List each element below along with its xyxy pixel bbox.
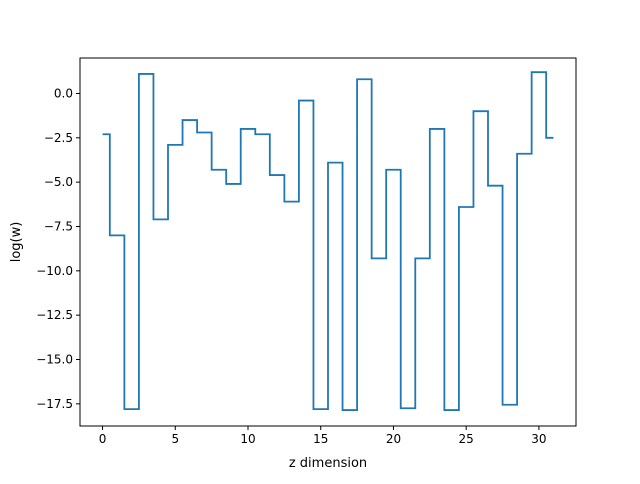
y-tick-label: −12.5 xyxy=(36,308,73,322)
y-tick-label: −17.5 xyxy=(36,397,73,411)
x-axis-label: z dimension xyxy=(289,456,367,471)
series-line-0 xyxy=(102,71,554,411)
x-tick-label: 30 xyxy=(531,432,546,446)
axes-frame xyxy=(79,57,577,427)
x-tick-label: 0 xyxy=(99,432,107,446)
y-tick-label: −7.5 xyxy=(44,219,73,233)
y-tick-label: 0.0 xyxy=(54,86,73,100)
y-axis-label: log(w) xyxy=(9,222,24,263)
x-tick-label: 25 xyxy=(459,432,474,446)
x-tick-label: 5 xyxy=(171,432,179,446)
y-tick-label: −15.0 xyxy=(36,352,73,366)
y-tick-label: −10.0 xyxy=(36,264,73,278)
x-tick-label: 15 xyxy=(313,432,328,446)
x-axis-ticks: 0 5 10 15 20 25 30 xyxy=(99,426,547,446)
plot-area xyxy=(79,57,577,427)
y-tick-label: −5.0 xyxy=(44,175,73,189)
y-tick-label: −2.5 xyxy=(44,131,73,145)
x-tick-label: 10 xyxy=(240,432,255,446)
y-axis-ticks: 0.0 −2.5 −5.0 −7.5 −10.0 −12.5 −15.0 −17.5 xyxy=(36,86,80,411)
x-tick-label: 20 xyxy=(386,432,401,446)
